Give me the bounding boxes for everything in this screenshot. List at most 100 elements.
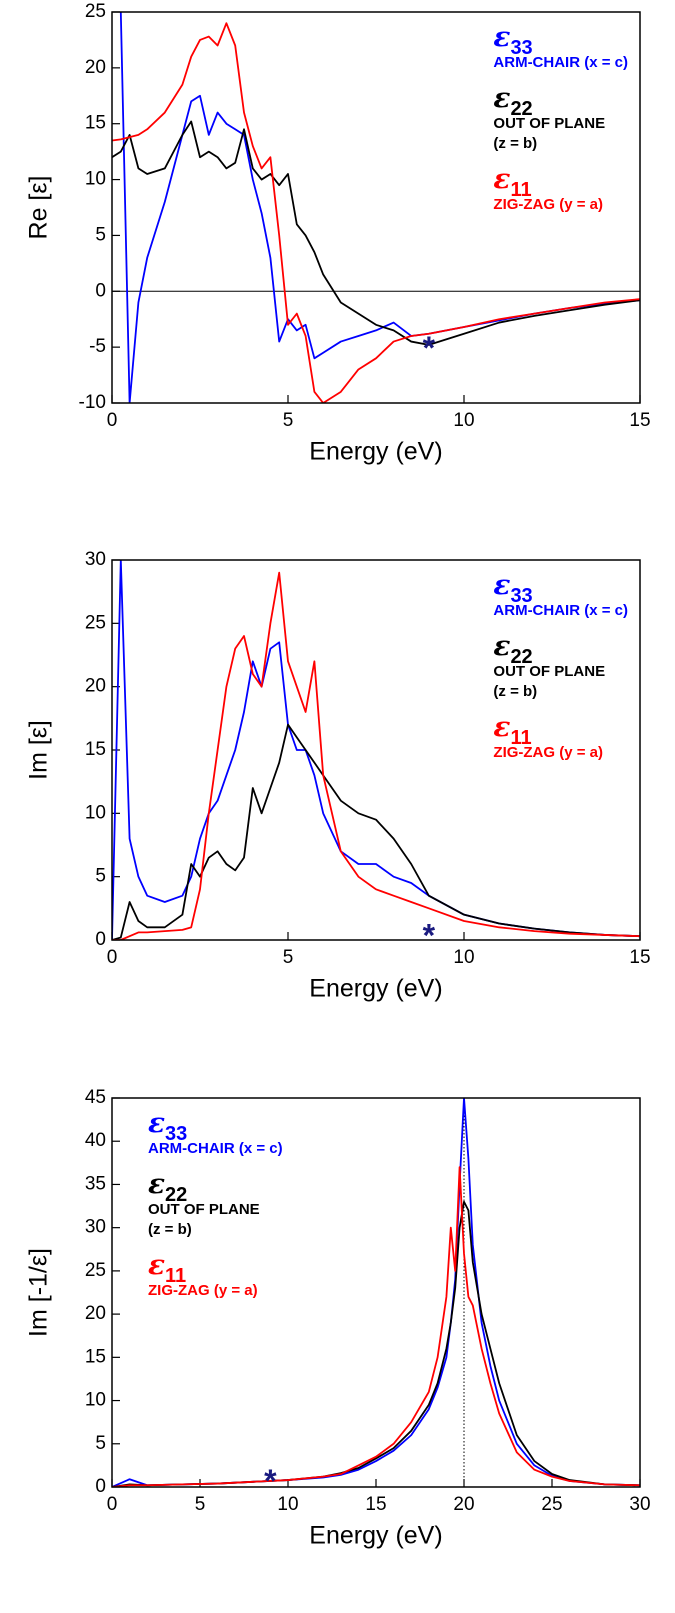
legend-epsilon: ε <box>493 162 511 195</box>
plot-frame <box>111 11 641 404</box>
plot-frame <box>111 559 641 941</box>
annotation: * <box>423 917 436 953</box>
y-tick-label: 15 <box>85 113 106 134</box>
legend-label: ZIG-ZAG (y = a) <box>493 744 603 761</box>
legend-epsilon: ε <box>493 629 511 662</box>
legend-symbol: ε33 <box>493 568 628 607</box>
legend-label: OUT OF PLANE (z = b) <box>148 1201 260 1238</box>
legend-item: ε33 ARM-CHAIR (x = c) <box>493 20 628 73</box>
series-line <box>112 120 640 346</box>
legend-symbol: ε22 <box>493 81 628 120</box>
x-tick-label: 20 <box>453 1494 474 1515</box>
legend-label: OUT OF PLANE (z = b) <box>493 663 606 700</box>
y-tick-label: 25 <box>85 1 106 22</box>
x-axis-label: Energy (eV) <box>309 1522 442 1550</box>
y-tick-label: 20 <box>85 676 106 697</box>
y-axis-label: Im [-1/ε] <box>25 1248 53 1337</box>
legend-label: OUT OF PLANE (z = b) <box>493 115 606 152</box>
legend-epsilon: ε <box>148 1248 166 1281</box>
legend-symbol: ε11 <box>493 710 628 749</box>
legend-item: ε33 ARM-CHAIR (x = c) <box>148 1106 283 1159</box>
legend-epsilon: ε <box>493 568 511 601</box>
legend-label: ARM-CHAIR (x = c) <box>493 602 628 619</box>
y-tick-label: -10 <box>79 392 106 413</box>
legend-subscript: 22 <box>165 1184 188 1206</box>
x-tick-label: 15 <box>629 410 650 431</box>
legend-item: ε11 ZIG-ZAG (y = a) <box>493 162 628 215</box>
legend: ε33 ARM-CHAIR (x = c) ε22 OUT OF PLANE (z =… <box>148 1106 283 1309</box>
annotation: * <box>264 1463 277 1499</box>
legend-item: ε11 ZIG-ZAG (y = a) <box>148 1248 283 1301</box>
legend-epsilon: ε <box>148 1167 166 1200</box>
x-axis-label: Energy (eV) <box>309 975 442 1003</box>
x-tick-label: 10 <box>453 947 474 968</box>
x-tick-label: 0 <box>107 947 118 968</box>
y-tick-label: 45 <box>85 1087 106 1108</box>
legend-subscript: 11 <box>510 727 532 749</box>
y-tick-label: 20 <box>85 1303 106 1324</box>
legend-symbol: ε22 <box>148 1167 283 1206</box>
x-tick-label: 25 <box>541 1494 562 1515</box>
x-tick-label: 10 <box>453 410 474 431</box>
plot-frame <box>111 1097 641 1488</box>
legend-epsilon: ε <box>493 710 511 743</box>
legend-item: ε11 ZIG-ZAG (y = a) <box>493 710 628 763</box>
legend: ε33 ARM-CHAIR (x = c) ε22 OUT OF PLANE (z =… <box>493 20 628 223</box>
y-tick-label: 25 <box>85 612 106 633</box>
y-tick-label: 20 <box>85 57 106 78</box>
legend-item: ε33 ARM-CHAIR (x = c) <box>493 568 628 621</box>
y-tick-label: 30 <box>85 549 106 570</box>
y-tick-label: 0 <box>95 280 106 301</box>
y-tick-label: -5 <box>89 336 106 357</box>
annotation: * <box>423 330 436 366</box>
legend-symbol: ε33 <box>148 1106 283 1145</box>
legend-symbol: ε11 <box>493 162 628 201</box>
legend-label: ZIG-ZAG (y = a) <box>493 196 603 213</box>
legend-subscript: 33 <box>165 1123 188 1145</box>
legend-symbol: ε22 <box>493 629 628 668</box>
legend-subscript: 33 <box>510 37 533 59</box>
legend-symbol: ε33 <box>493 20 628 59</box>
y-tick-label: 0 <box>95 1476 106 1497</box>
y-tick-label: 30 <box>85 1217 106 1238</box>
y-tick-label: 10 <box>85 802 106 823</box>
legend-subscript: 11 <box>510 179 532 201</box>
y-tick-label: 25 <box>85 1260 106 1281</box>
legend-item: ε22 OUT OF PLANE (z = b) <box>148 1167 283 1240</box>
y-tick-label: 10 <box>85 169 106 190</box>
legend-item: ε22 OUT OF PLANE (z = b) <box>493 629 628 702</box>
y-tick-label: 15 <box>85 1346 106 1367</box>
legend-subscript: 22 <box>510 646 533 668</box>
legend-subscript: 33 <box>510 585 533 607</box>
legend-label: ARM-CHAIR (x = c) <box>148 1140 283 1157</box>
series-line <box>112 571 640 940</box>
legend-epsilon: ε <box>148 1106 166 1139</box>
x-tick-label: 15 <box>365 1494 386 1515</box>
x-tick-label: 5 <box>283 410 294 431</box>
x-tick-label: 10 <box>277 1494 298 1515</box>
y-tick-label: 5 <box>95 866 106 887</box>
x-tick-label: 30 <box>629 1494 650 1515</box>
y-tick-label: 10 <box>85 1390 106 1411</box>
plot-area <box>112 560 640 940</box>
y-tick-label: 15 <box>85 739 106 760</box>
legend-epsilon: ε <box>493 20 511 53</box>
legend-subscript: 11 <box>165 1265 187 1287</box>
legend-epsilon: ε <box>493 81 511 114</box>
legend-label: ARM-CHAIR (x = c) <box>493 54 628 71</box>
series-line <box>112 1166 640 1487</box>
x-axis-label: Energy (eV) <box>309 438 442 466</box>
x-tick-label: 15 <box>629 947 650 968</box>
y-axis-label: Im [ε] <box>25 720 53 780</box>
x-tick-label: 5 <box>195 1494 206 1515</box>
y-axis-label: Re [ε] <box>25 176 53 240</box>
series-line <box>112 22 640 403</box>
x-tick-label: 5 <box>283 947 294 968</box>
plot-area <box>112 1098 640 1487</box>
legend-symbol: ε11 <box>148 1248 283 1287</box>
y-tick-label: 0 <box>95 929 106 950</box>
y-tick-label: 5 <box>95 224 106 245</box>
y-tick-label: 35 <box>85 1173 106 1194</box>
plot-area <box>112 12 640 403</box>
